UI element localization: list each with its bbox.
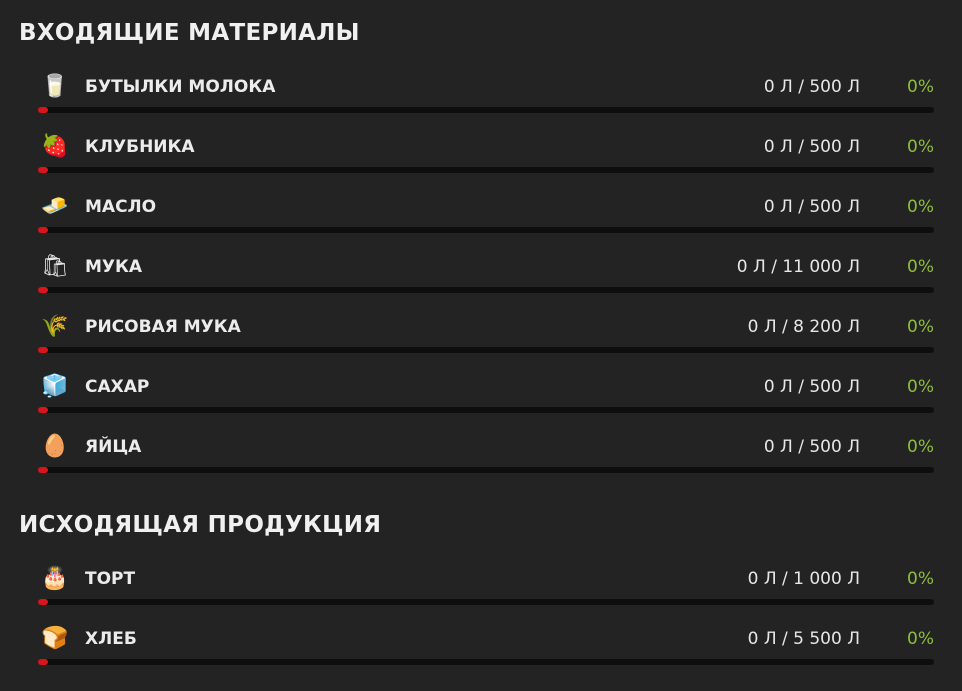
fill-level-bar <box>38 227 934 233</box>
item-label: ХЛЕБ <box>85 629 137 649</box>
fill-level-bar <box>38 347 934 353</box>
item-label: ЯЙЦА <box>85 437 142 457</box>
item-percent: 0% <box>907 629 934 649</box>
item-percent: 0% <box>907 437 934 457</box>
strawberry-icon: 🍓 <box>41 134 69 159</box>
fill-level-indicator <box>38 287 48 293</box>
item-label: САХАР <box>85 377 150 397</box>
list-item: 🍞 ХЛЕБ 0 Л / 5 500 Л 0% <box>0 624 962 684</box>
fill-level-bar <box>38 407 934 413</box>
item-amount: 0 Л / 500 Л <box>763 437 860 457</box>
sugar-cubes-icon: 🧊 <box>41 374 69 399</box>
fill-level-indicator <box>38 167 48 173</box>
fill-level-bar <box>38 107 934 113</box>
item-amount: 0 Л / 500 Л <box>763 137 860 157</box>
list-item: 🎂 ТОРТ 0 Л / 1 000 Л 0% <box>0 564 962 624</box>
item-amount: 0 Л / 11 000 Л <box>736 257 860 277</box>
list-item: 🥛 БУТЫЛКИ МОЛОКА 0 Л / 500 Л 0% <box>0 72 962 132</box>
eggs-icon: 🥚 <box>41 434 69 459</box>
milk-bottle-icon: 🥛 <box>41 74 69 99</box>
list-item: 🍓 КЛУБНИКА 0 Л / 500 Л 0% <box>0 132 962 192</box>
list-item: 🧈 МАСЛО 0 Л / 500 Л 0% <box>0 192 962 252</box>
item-percent: 0% <box>907 317 934 337</box>
item-label: КЛУБНИКА <box>85 137 195 157</box>
fill-level-bar <box>38 167 934 173</box>
output-section-title: ИСХОДЯЩАЯ ПРОДУКЦИЯ <box>19 512 382 538</box>
list-item: 🧊 САХАР 0 Л / 500 Л 0% <box>0 372 962 432</box>
item-percent: 0% <box>907 197 934 217</box>
item-percent: 0% <box>907 257 934 277</box>
list-item: 🛍 МУКА 0 Л / 11 000 Л 0% <box>0 252 962 312</box>
fill-level-indicator <box>38 599 48 605</box>
item-label: БУТЫЛКИ МОЛОКА <box>85 77 276 97</box>
item-amount: 0 Л / 1 000 Л <box>747 569 860 589</box>
item-label: МАСЛО <box>85 197 157 217</box>
item-amount: 0 Л / 5 500 Л <box>747 629 860 649</box>
item-percent: 0% <box>907 569 934 589</box>
fill-level-bar <box>38 599 934 605</box>
fill-level-bar <box>38 659 934 665</box>
fill-level-indicator <box>38 659 48 665</box>
item-percent: 0% <box>907 77 934 97</box>
list-item: 🥚 ЯЙЦА 0 Л / 500 Л 0% <box>0 432 962 492</box>
fill-level-indicator <box>38 227 48 233</box>
flour-sack-icon: 🛍 <box>41 254 69 279</box>
fill-level-indicator <box>38 107 48 113</box>
fill-level-indicator <box>38 347 48 353</box>
list-item: 🌾 РИСОВАЯ МУКА 0 Л / 8 200 Л 0% <box>0 312 962 372</box>
item-amount: 0 Л / 500 Л <box>763 197 860 217</box>
item-percent: 0% <box>907 377 934 397</box>
rice-flour-sack-icon: 🌾 <box>41 314 69 339</box>
item-label: РИСОВАЯ МУКА <box>85 317 241 337</box>
butter-icon: 🧈 <box>41 194 69 219</box>
item-label: МУКА <box>85 257 143 277</box>
cake-icon: 🎂 <box>41 566 69 591</box>
item-amount: 0 Л / 500 Л <box>763 77 860 97</box>
item-percent: 0% <box>907 137 934 157</box>
input-section-title: ВХОДЯЩИЕ МАТЕРИАЛЫ <box>19 20 360 46</box>
fill-level-bar <box>38 287 934 293</box>
fill-level-indicator <box>38 467 48 473</box>
item-label: ТОРТ <box>85 569 136 589</box>
item-amount: 0 Л / 500 Л <box>763 377 860 397</box>
fill-level-bar <box>38 467 934 473</box>
item-amount: 0 Л / 8 200 Л <box>747 317 860 337</box>
bread-icon: 🍞 <box>41 626 69 651</box>
fill-level-indicator <box>38 407 48 413</box>
